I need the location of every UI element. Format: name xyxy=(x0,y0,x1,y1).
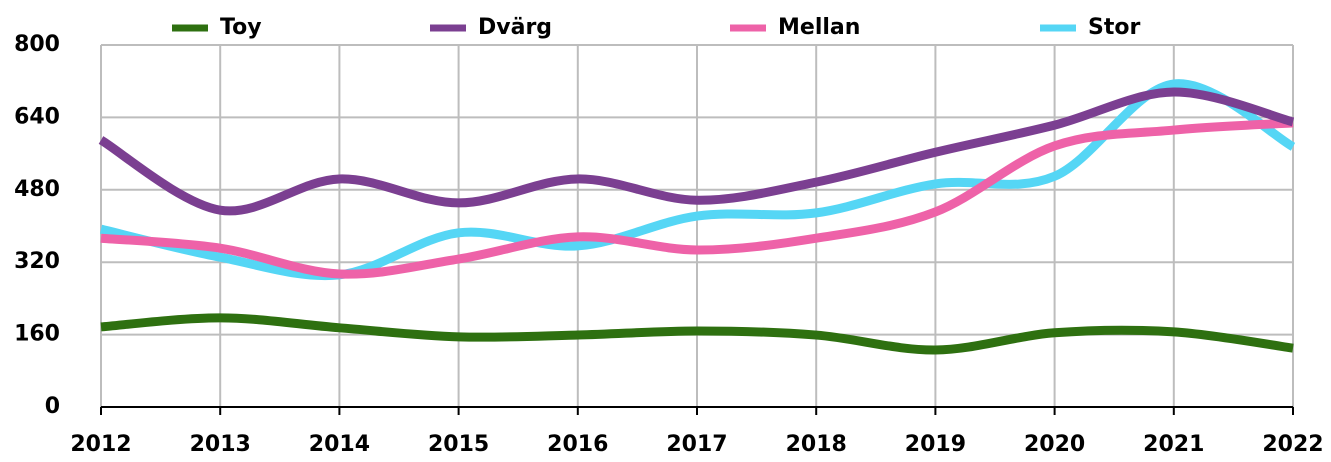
x-tick-label: 2021 xyxy=(1143,432,1204,457)
legend-label: Stor xyxy=(1088,15,1140,40)
y-tick-label: 480 xyxy=(14,177,60,202)
x-tick-label: 2013 xyxy=(190,432,251,457)
x-tick-label: 2017 xyxy=(666,432,727,457)
legend-label: Toy xyxy=(220,15,262,40)
x-tick-label: 2020 xyxy=(1024,432,1085,457)
x-tick-label: 2015 xyxy=(428,432,489,457)
x-tick-label: 2019 xyxy=(905,432,966,457)
y-tick-label: 320 xyxy=(14,249,60,274)
series-line xyxy=(100,118,1294,279)
x-tick-label: 2012 xyxy=(70,432,131,457)
x-tick-label: 2014 xyxy=(309,432,370,457)
legend-label: Mellan xyxy=(778,15,860,40)
y-tick-label: 160 xyxy=(14,322,60,347)
series-line xyxy=(100,313,1294,355)
y-tick-label: 0 xyxy=(45,394,60,419)
legend-label: Dvärg xyxy=(478,15,552,40)
y-tick-label: 800 xyxy=(14,32,60,57)
series-line xyxy=(98,87,1295,216)
x-tick-label: 2022 xyxy=(1262,432,1323,457)
x-tick-label: 2016 xyxy=(547,432,608,457)
y-tick-label: 640 xyxy=(14,104,60,129)
x-tick-label: 2018 xyxy=(786,432,847,457)
